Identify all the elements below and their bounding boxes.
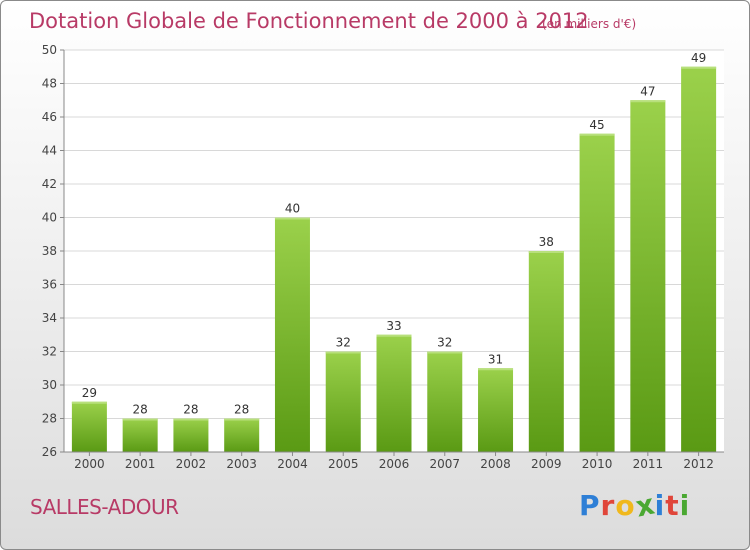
- bar-value-label: 38: [539, 235, 554, 249]
- bar-2010: [579, 133, 615, 452]
- bar-value-label: 28: [183, 403, 198, 417]
- bar-2011: [630, 100, 666, 452]
- proxiti-logo: Proxiti: [579, 487, 691, 523]
- x-tick-label: 2009: [531, 457, 562, 471]
- x-tick-label: 2001: [125, 457, 156, 471]
- bar-2009: [528, 251, 564, 452]
- bar-2008: [478, 368, 514, 452]
- y-tick-label: 42: [42, 177, 57, 191]
- bar-2006: [376, 334, 412, 452]
- x-tick-label: 2006: [379, 457, 410, 471]
- y-tick-label: 36: [42, 278, 57, 292]
- y-tick-label: 48: [42, 77, 57, 91]
- y-tick-label: 46: [42, 110, 57, 124]
- bar-value-label: 32: [437, 336, 452, 350]
- x-tick-label: 2010: [582, 457, 613, 471]
- y-tick-label: 34: [42, 311, 57, 325]
- y-tick-label: 50: [42, 43, 57, 57]
- y-tick-label: 30: [42, 378, 57, 392]
- bar-value-label: 31: [488, 352, 503, 366]
- bar-value-label: 28: [234, 403, 249, 417]
- bar-2002: [173, 418, 209, 452]
- bar-value-label: 33: [386, 319, 401, 333]
- chart-unit: (en milliers d'€): [542, 17, 637, 31]
- x-tick-label: 2002: [176, 457, 207, 471]
- commune-name: SALLES-ADOUR: [30, 495, 179, 519]
- logo-letter: t: [665, 489, 680, 522]
- y-tick-label: 26: [42, 445, 57, 459]
- x-tick-label: 2012: [683, 457, 714, 471]
- bar-2000: [71, 401, 107, 452]
- bar-2003: [224, 418, 260, 452]
- y-tick-label: 28: [42, 412, 57, 426]
- bar-2004: [274, 217, 310, 452]
- bar-value-label: 40: [285, 202, 300, 216]
- bar-value-label: 47: [640, 84, 655, 98]
- x-tick-label: 2007: [429, 457, 460, 471]
- bar-value-label: 32: [336, 336, 351, 350]
- y-tick-label: 38: [42, 244, 57, 258]
- x-tick-label: 2011: [633, 457, 664, 471]
- y-tick-label: 32: [42, 345, 57, 359]
- logo-letter: i: [654, 489, 666, 522]
- bar-2012: [681, 66, 717, 452]
- logo-letter: i: [679, 489, 691, 522]
- bar-value-label: 49: [691, 51, 706, 65]
- logo-letter: o: [615, 489, 636, 522]
- chart-title: Dotation Globale de Fonctionnement de 20…: [29, 9, 589, 33]
- bar-value-label: 28: [133, 403, 148, 417]
- bar-2007: [427, 351, 463, 452]
- y-tick-label: 44: [42, 144, 57, 158]
- logo-letter: r: [600, 489, 616, 522]
- bar-2005: [325, 351, 361, 452]
- x-tick-label: 2003: [226, 457, 257, 471]
- x-tick-label: 2005: [328, 457, 359, 471]
- bar-value-label: 45: [589, 118, 604, 132]
- bar-2001: [122, 418, 158, 452]
- x-tick-label: 2000: [74, 457, 105, 471]
- logo-letter: P: [579, 489, 601, 522]
- x-tick-label: 2004: [277, 457, 308, 471]
- y-tick-label: 40: [42, 211, 57, 225]
- x-tick-label: 2008: [480, 457, 511, 471]
- bar-value-label: 29: [82, 386, 97, 400]
